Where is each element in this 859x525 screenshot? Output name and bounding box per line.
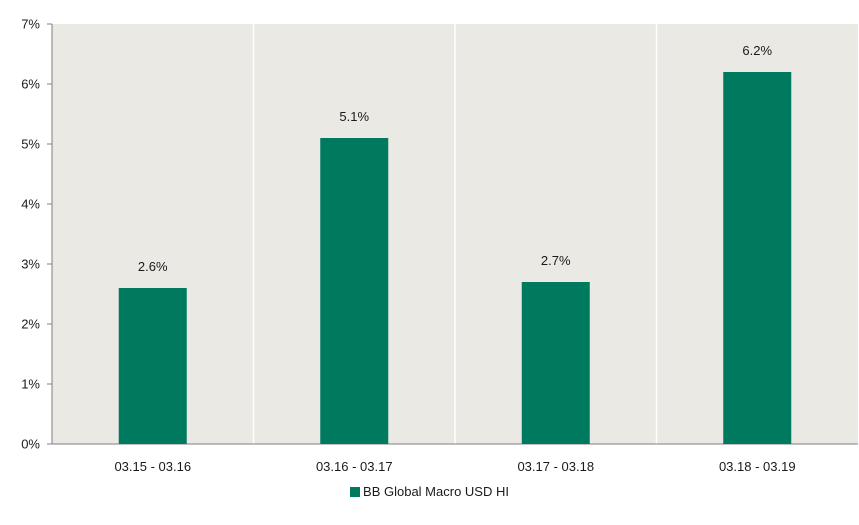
bar (119, 288, 187, 444)
x-tick-label: 03.16 - 03.17 (316, 459, 393, 474)
y-tick-label: 0% (21, 437, 40, 452)
y-tick-label: 5% (21, 137, 40, 152)
y-tick-label: 7% (21, 17, 40, 32)
data-label: 2.7% (541, 253, 571, 268)
legend-label: BB Global Macro USD HI (363, 484, 509, 499)
x-tick-label: 03.15 - 03.16 (114, 459, 191, 474)
x-tick-label: 03.17 - 03.18 (517, 459, 594, 474)
y-axis-ticks: 0% 1% 2% 3% 4% 5% 6% 7% (21, 17, 52, 452)
data-label: 5.1% (339, 109, 369, 124)
legend: BB Global Macro USD HI (0, 484, 859, 499)
y-tick-label: 2% (21, 317, 40, 332)
legend-swatch (350, 487, 360, 497)
y-tick-label: 3% (21, 257, 40, 272)
data-label: 2.6% (138, 259, 168, 274)
data-label: 6.2% (742, 43, 772, 58)
bar (320, 138, 388, 444)
y-tick-label: 4% (21, 197, 40, 212)
x-axis-labels: 03.15 - 03.16 03.16 - 03.17 03.17 - 03.18 0… (114, 459, 795, 474)
x-tick-label: 03.18 - 03.19 (719, 459, 796, 474)
bar (723, 72, 791, 444)
y-tick-label: 1% (21, 377, 40, 392)
bar (522, 282, 590, 444)
y-tick-label: 6% (21, 77, 40, 92)
